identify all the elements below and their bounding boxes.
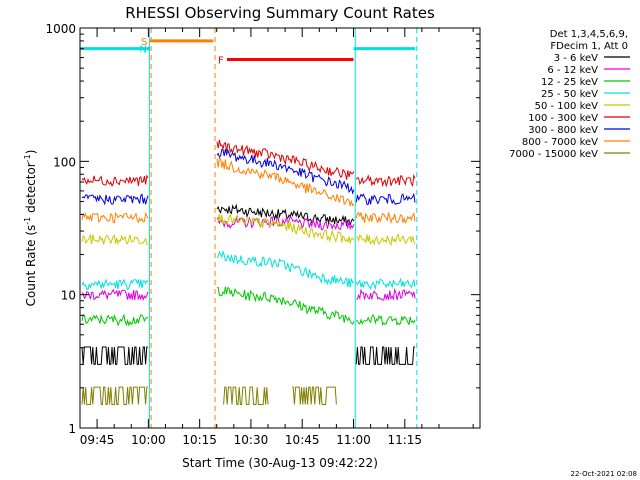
x-tick-label: 10:30 [234,433,269,447]
legend-label: 100 - 300 keV [528,113,598,124]
x-tick-label: 09:45 [80,433,115,447]
series-9 [81,386,337,405]
interval-label: S [141,37,147,48]
series-7 [81,148,416,206]
legend-header: Det 1,3,4,5,6,9, [550,29,628,40]
y-axis-label-end: ) [24,150,38,155]
series-line [81,215,416,302]
series-line [81,148,416,206]
series-line [81,203,415,365]
series-line [81,386,337,405]
x-axis-label: Start Time (30-Aug-13 09:42:22) [182,456,378,470]
legend-entry: 50 - 100 keV [535,101,630,112]
y-tick-label: 1000 [45,22,76,36]
legend-entry: 300 - 800 keV [528,125,630,136]
interval-bar: F [218,56,354,67]
x-tick-label: 11:15 [387,433,422,447]
legend-entry: 3 - 6 keV [554,53,630,64]
y-tick-label: 100 [53,155,76,169]
legend-label: 800 - 7000 keV [522,137,598,148]
legend-entry: 12 - 25 keV [541,77,630,88]
y-axis-label-sup2: -1 [23,154,32,162]
chart-title: RHESSI Observing Summary Count Rates [125,4,435,22]
interval-bar: N [139,45,151,56]
series-3 [81,286,416,327]
y-tick-label: 10 [61,289,76,303]
svg-text:Count Rate (s-1 detector-1): Count Rate (s-1 detector-1) [23,150,38,307]
series-2 [81,215,416,302]
x-tick-label: 10:15 [182,433,217,447]
interval-label: F [218,56,224,67]
legend-entry: 6 - 12 keV [547,65,630,76]
series-5 [81,213,416,247]
series-line [81,213,416,247]
plot-frame [79,27,481,429]
legend-label: 300 - 800 keV [528,125,598,136]
legend-header: FDecim 1, Att 0 [550,41,628,52]
series-line [81,157,416,225]
y-ticks: 1 10 100 1000 [45,22,480,436]
series-8 [81,157,416,225]
y-axis-label-main: Count Rate (s [24,225,38,307]
legend-entry: 800 - 7000 keV [522,137,630,148]
legend-label: 25 - 50 keV [541,89,598,100]
legend: Det 1,3,4,5,6,9,FDecim 1, Att 03 - 6 keV… [509,29,630,160]
series-6 [81,139,416,188]
y-tick-label: 1 [68,422,76,436]
legend-label: 50 - 100 keV [535,101,599,112]
series-1 [81,203,415,365]
legend-entry: 7000 - 15000 keV [509,149,630,160]
series-line [81,249,416,291]
plot-area: SN F [80,28,418,428]
axes: 1 10 100 1000 09:45 10:00 10:15 10:30 10:45 11:00… [45,22,481,447]
y-axis-label: Count Rate (s-1 detector-1) [23,150,38,307]
series-4 [81,249,416,291]
legend-label: 7000 - 15000 keV [509,149,598,160]
interval-bar: S [141,37,214,48]
legend-label: 3 - 6 keV [554,53,598,64]
y-axis-label-sup1: -1 [23,217,32,225]
legend-entry: 25 - 50 keV [541,89,630,100]
legend-label: 6 - 12 keV [547,65,598,76]
series-line [81,286,416,327]
y-axis-label-mid: detector [24,162,38,217]
interval-label: N [139,45,146,56]
x-tick-label: 11:00 [336,433,371,447]
timestamp: 22-Oct-2021 02:08 [571,470,637,478]
legend-entry: 100 - 300 keV [528,113,630,124]
x-tick-label: 10:00 [131,433,166,447]
x-ticks: 09:45 10:00 10:15 10:30 10:45 11:00 11:15 [79,28,474,447]
series-line [81,139,416,188]
legend-label: 12 - 25 keV [541,77,598,88]
x-tick-label: 10:45 [285,433,320,447]
